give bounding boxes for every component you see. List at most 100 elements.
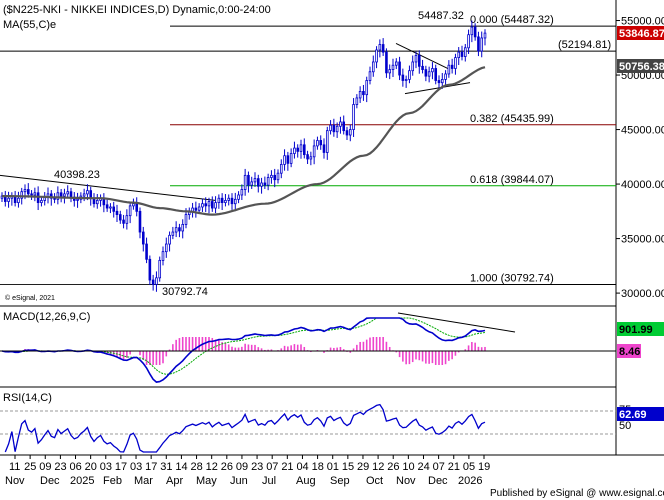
x-month-label: Nov <box>5 475 25 487</box>
price-tick-label: 55000.00 <box>621 16 664 28</box>
price-axis-ticks: 55000.00 50000.00 45000.00 40000.00 35000.00… <box>616 16 664 300</box>
candle-body <box>224 200 227 204</box>
candle-body <box>266 177 270 186</box>
candle-body <box>352 104 355 130</box>
candle-body <box>26 189 30 195</box>
x-month-label: Nov <box>396 475 416 487</box>
x-month-label: Jul <box>262 475 276 487</box>
x-day-label: 29 <box>357 461 369 473</box>
fib-levels: 0.000 (54487.32) (52194.81) 0.382 (45435.9… <box>0 14 616 285</box>
candle-body <box>332 124 336 133</box>
fib-label: 0.000 (54487.32) <box>470 14 554 26</box>
x-month-label: Sep <box>330 475 350 487</box>
x-month-label: 2025 <box>70 475 94 487</box>
candle-body <box>398 61 401 76</box>
candle-body <box>342 121 346 132</box>
candle-body <box>63 193 66 197</box>
x-day-label: 23 <box>54 461 66 473</box>
candle-body <box>178 227 181 232</box>
x-day-label: 26 <box>221 461 233 473</box>
candle-body <box>145 243 148 260</box>
candle-body <box>270 174 273 178</box>
candle-body <box>112 206 116 212</box>
candle-body <box>66 191 70 195</box>
candle-body <box>309 156 313 160</box>
candle-body <box>76 198 79 201</box>
candle-body <box>23 189 27 193</box>
x-day-label: 24 <box>417 461 429 473</box>
candle-body <box>368 71 372 81</box>
x-day-label: 05 <box>463 461 475 473</box>
fib-label: (52194.81) <box>558 39 611 51</box>
candle-body <box>431 68 434 73</box>
candle-body <box>391 64 395 70</box>
candle-body <box>345 130 349 136</box>
candle-body <box>168 234 171 245</box>
rsi-value-badge <box>617 407 664 421</box>
candle-body <box>30 193 33 196</box>
candle-body <box>401 74 405 81</box>
candle-body <box>388 69 392 74</box>
candle-body <box>230 197 234 205</box>
candle-body <box>404 79 408 81</box>
x-axis-days: 11 25 09 23 06 20 03 17 03 17 31 14 28 12 26 09 23 07 21 04… <box>9 455 490 473</box>
candle-body <box>164 243 168 253</box>
candle-body <box>319 140 323 146</box>
candle-body <box>125 215 129 224</box>
x-day-label: 26 <box>387 461 399 473</box>
x-day-label: 01 <box>327 461 339 473</box>
candle-body <box>109 206 112 209</box>
candle-body <box>335 125 339 133</box>
candle-body <box>105 204 109 209</box>
candle-body <box>286 155 290 164</box>
x-day-label: 28 <box>191 461 203 473</box>
candle-body <box>253 178 257 183</box>
candle-body <box>247 174 250 186</box>
triangle-upper <box>395 42 451 71</box>
candle-body <box>135 203 139 212</box>
candle-body <box>7 197 10 202</box>
candle-body <box>207 201 211 207</box>
candle-body <box>371 61 375 73</box>
candle-body <box>174 227 178 233</box>
macd-hist-badge <box>617 344 641 358</box>
candle-body <box>86 190 89 195</box>
x-day-label: 19 <box>478 461 490 473</box>
fib-label: 0.618 (39844.07) <box>470 174 554 186</box>
macd-hist-value: 8.46 <box>619 346 640 358</box>
x-month-label: Dec <box>428 475 448 487</box>
candle-body <box>158 259 162 279</box>
candle-body <box>440 79 444 84</box>
candle-body <box>355 97 359 105</box>
x-day-label: 17 <box>145 461 157 473</box>
candles <box>0 20 487 292</box>
candle-body <box>201 203 204 208</box>
macd-value-badge <box>617 322 664 336</box>
candle-body <box>322 144 326 153</box>
candle-body <box>483 32 487 39</box>
candle-body <box>128 205 132 217</box>
candle-body <box>151 279 155 285</box>
candle-body <box>411 61 415 72</box>
candle-body <box>362 91 365 96</box>
candle-body <box>171 231 175 236</box>
candle-body <box>82 193 86 197</box>
candle-body <box>414 55 418 63</box>
price-tick-label: 45000.00 <box>621 125 664 137</box>
rsi-label: RSI(14,C) <box>3 392 52 404</box>
candle-body <box>283 155 286 165</box>
candle-body <box>381 44 385 53</box>
candle-body <box>250 181 254 186</box>
candle-body <box>233 198 237 205</box>
candle-body <box>299 144 303 152</box>
x-day-label: 12 <box>372 461 384 473</box>
trough-label: 30792.74 <box>162 286 208 298</box>
candle-body <box>460 51 464 57</box>
candle-body <box>437 80 441 84</box>
candle-body <box>194 207 198 211</box>
candle-body <box>444 73 447 80</box>
x-month-label: Oct <box>366 475 383 487</box>
x-day-label: 09 <box>39 461 51 473</box>
candle-body <box>424 69 428 77</box>
rsi-tick-50: 50 <box>619 420 631 432</box>
